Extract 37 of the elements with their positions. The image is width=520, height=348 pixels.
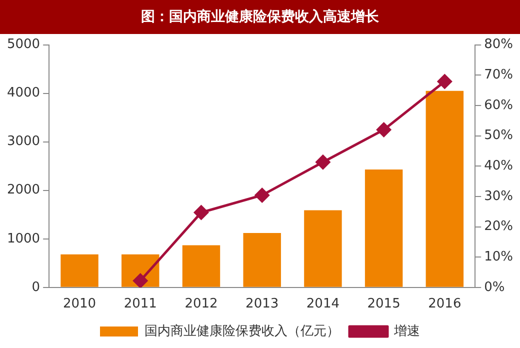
x-tick-label: 2010 [62, 296, 96, 312]
x-tick-label: 2015 [367, 296, 400, 312]
y-tick-label: 3000 [6, 134, 40, 150]
bar [426, 90, 464, 287]
point [316, 154, 330, 170]
y2-tick-label: 20% [484, 219, 514, 234]
y-tick-label: 5000 [6, 37, 40, 52]
bar [182, 245, 220, 287]
y2-tick-label: 10% [484, 249, 514, 264]
point [254, 188, 270, 202]
point [194, 205, 208, 220]
x-tick-label: 2016 [428, 296, 462, 312]
x-tick-label: 2011 [124, 296, 157, 312]
y2-tick-label: 0% [484, 280, 505, 295]
y-tick-label: 4000 [6, 86, 40, 101]
y2-tick-label: 60% [484, 98, 514, 113]
y2-tick-label: 50% [484, 128, 514, 144]
bar [364, 169, 403, 287]
x-tick-label: 2014 [306, 296, 340, 312]
bar [243, 233, 281, 287]
y-tick-label: 2000 [6, 182, 40, 198]
y-tick-label: 0 [32, 280, 40, 295]
point [437, 74, 452, 89]
point [133, 273, 148, 288]
y2-tick-label: 30% [484, 188, 514, 204]
y2-tick-label: 70% [484, 68, 514, 82]
y-tick-label: 1000 [6, 231, 40, 246]
legend-label: 增速 [393, 324, 420, 339]
y2-tick-label: 40% [484, 158, 514, 174]
bar [304, 210, 342, 287]
chart-title: 图：国内商业健康险保费收入高速增长 [0, 0, 520, 34]
x-tick-label: 2013 [246, 296, 279, 312]
bar [60, 254, 98, 287]
y2-tick-label: 80% [484, 37, 514, 52]
legend-label: 国内商业健康险保费收入（亿元） [144, 324, 340, 339]
point [376, 122, 392, 137]
x-tick-label: 2012 [184, 296, 218, 312]
